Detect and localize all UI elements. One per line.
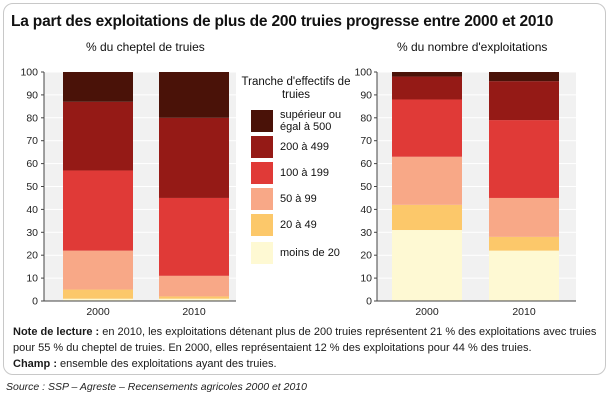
legend-swatch	[251, 110, 273, 132]
right-bar-2010-segment	[489, 72, 559, 82]
left-bar-2000-segment	[63, 72, 133, 102]
left-x-category-label: 2010	[182, 306, 206, 318]
legend-swatch	[251, 188, 273, 210]
right-bar-2000-segment	[392, 204, 462, 231]
left-bar-2010-segment	[159, 117, 229, 198]
right-bar-2010-segment	[489, 236, 559, 251]
reading-note-continued: pour 55 % du cheptel de truies. En 2000,…	[13, 341, 532, 355]
legend-item-less-20: moins de 20	[251, 242, 342, 264]
left-bar-2010-segment	[159, 298, 229, 301]
left-bar-2000-segment	[63, 101, 133, 171]
right-y-tick-label: 100	[354, 67, 372, 79]
left-y-tick-label: 40	[26, 204, 38, 216]
left-y-tick-label: 30	[26, 227, 38, 239]
reading-note: Note de lecture : en 2010, les exploitat…	[13, 325, 596, 339]
legend-swatch	[251, 214, 273, 236]
left-y-tick-label: 60	[26, 158, 38, 170]
note-label: Note de lecture :	[13, 326, 100, 338]
left-y-tick-label: 0	[32, 296, 38, 308]
legend-item-200-499: 200 à 499	[251, 136, 342, 158]
left-bar-2000-segment	[63, 289, 133, 299]
legend-label: 100 à 199	[280, 166, 329, 179]
right-y-tick-label: 20	[360, 250, 372, 262]
left-y-tick-label: 80	[26, 112, 38, 124]
right-y-tick-label: 40	[360, 204, 372, 216]
right-x-category-label: 2000	[415, 306, 439, 318]
left-y-tick-label: 100	[20, 67, 38, 79]
right-bar-2010-segment	[489, 81, 559, 121]
right-y-tick-label: 50	[360, 181, 372, 193]
source-line: Source : SSP – Agreste – Recensements ag…	[6, 381, 307, 393]
champ-text: ensemble des exploitations ayant des tru…	[57, 358, 277, 370]
left-bar-2010-segment	[159, 275, 229, 297]
right-y-tick-label: 70	[360, 135, 372, 147]
left-bar-2010-segment	[159, 197, 229, 276]
right-bar-2010-segment	[489, 197, 559, 237]
right-x-category-label: 2010	[512, 306, 536, 318]
note-text-line2: pour 55 % du cheptel de truies. En 2000,…	[13, 342, 532, 354]
left-bar-2000-segment	[63, 298, 133, 301]
legend-label: 200 à 499	[280, 140, 329, 153]
left-chart-subtitle: % du cheptel de truies	[86, 40, 205, 54]
legend-swatch	[251, 242, 273, 264]
legend-label: moins de 20	[280, 246, 340, 259]
left-bar-2010-segment	[159, 72, 229, 118]
right-y-tick-label: 90	[360, 89, 372, 101]
right-y-tick-label: 80	[360, 112, 372, 124]
left-y-tick-label: 90	[26, 89, 38, 101]
right-bar-2010-segment	[489, 250, 559, 301]
left-x-category-label: 2000	[86, 306, 110, 318]
right-bar-2000-segment	[392, 99, 462, 157]
legend-label: 20 à 49	[280, 218, 317, 231]
right-bar-2000-segment	[392, 230, 462, 301]
legend-title: Tranche d'effectifs de truies	[241, 76, 351, 101]
left-bar-2000-segment	[63, 170, 133, 251]
legend-swatch	[251, 162, 273, 184]
champ-label: Champ :	[13, 358, 57, 370]
right-y-tick-label: 10	[360, 273, 372, 285]
left-y-tick-label: 50	[26, 181, 38, 193]
figure-title: La part des exploitations de plus de 200…	[11, 13, 554, 30]
right-bar-2010-segment	[489, 120, 559, 198]
left-y-tick-label: 10	[26, 273, 38, 285]
left-bar-2010-segment	[159, 296, 229, 299]
left-y-tick-label: 20	[26, 250, 38, 262]
right-y-tick-label: 30	[360, 227, 372, 239]
legend-swatch	[251, 136, 273, 158]
note-text-line1: en 2010, les exploitations détenant plus…	[99, 326, 597, 338]
right-bar-2000-segment	[392, 72, 462, 77]
right-y-tick-label: 0	[366, 296, 372, 308]
right-bar-2000-segment	[392, 76, 462, 100]
legend-item-500-plus: supérieur ou égal à 500	[251, 108, 342, 134]
right-bar-2000-segment	[392, 156, 462, 205]
legend-label: 50 à 99	[280, 192, 317, 205]
legend-item-100-199: 100 à 199	[251, 162, 342, 184]
legend-item-50-99: 50 à 99	[251, 188, 342, 210]
left-bar-2000-segment	[63, 250, 133, 290]
legend-label: supérieur ou égal à 500	[280, 108, 342, 134]
right-y-tick-label: 60	[360, 158, 372, 170]
left-y-tick-label: 70	[26, 135, 38, 147]
right-chart-subtitle: % du nombre d'exploitations	[397, 40, 548, 54]
scope-note: Champ : ensemble des exploitations ayant…	[13, 357, 277, 371]
legend-item-20-49: 20 à 49	[251, 214, 342, 236]
